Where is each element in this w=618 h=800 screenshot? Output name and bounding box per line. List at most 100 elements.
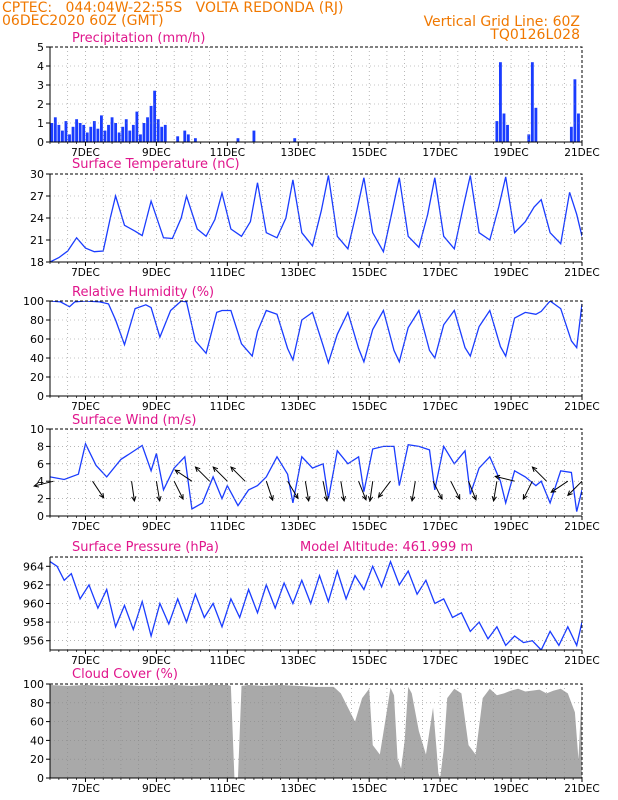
x-tick-label: 7DEC [71,267,100,279]
wind-arrow [550,480,569,493]
precip-bar [573,79,577,142]
x-tick-label: 17DEC [422,401,457,413]
wind-arrow-head [340,495,346,503]
wind-arrow [34,480,54,487]
wind-arrow-head [156,495,162,503]
x-tick-label: 21DEC [564,401,599,413]
precip-bar [110,117,114,142]
panel-title: Precipitation (mm/h) [72,31,205,46]
run-date-header: 06DEC2020 60Z (GMT) [2,13,164,29]
precip-bar [92,121,96,142]
precip-bar [495,121,499,142]
x-tick-label: 21DEC [564,147,599,159]
y-tick-label: 60 [30,333,44,346]
y-tick-label: 0 [37,136,44,149]
x-tick-label: 7DEC [71,783,100,795]
x-tick-label: 13DEC [281,401,316,413]
series-line [50,441,582,512]
x-tick-label: 11DEC [210,655,245,667]
x-tick-label: 13DEC [281,783,316,795]
x-tick-label: 7DEC [71,655,100,667]
x-tick-label: 11DEC [210,521,245,533]
y-tick-label: 40 [30,734,44,747]
wind-arrow [131,481,135,502]
precip-bar [252,130,256,142]
precip-bar [103,130,107,142]
precip-bar [60,130,64,142]
y-tick-label: 0 [37,390,44,403]
wind-arrow-head [367,496,374,503]
precip-bar [577,113,580,142]
wind-arrow-head [494,474,501,480]
wind-arrow-head [268,495,274,502]
wind-arrow [287,480,299,499]
precip-bar [139,134,142,142]
wind-arrow-head [99,492,105,499]
precip-bar [149,105,153,142]
panel-title: Relative Humidity (%) [72,285,214,300]
wind-arrow-head [178,494,184,501]
x-tick-label: 9DEC [142,783,171,795]
y-tick-label: 958 [23,616,44,629]
x-tick-label: 15DEC [351,783,386,795]
y-tick-label: 30 [30,168,44,181]
x-tick-label: 15DEC [351,401,386,413]
y-tick-label: 960 [23,598,44,611]
cloud-cover-area [50,684,582,778]
x-tick-label: 21DEC [564,655,599,667]
wind-arrow [92,480,105,499]
precip-bar [193,138,197,142]
x-tick-label: 21DEC [564,521,599,533]
x-tick-label: 11DEC [210,147,245,159]
panel-title: Surface Pressure (hPa) [72,540,219,555]
y-tick-label: 40 [30,352,44,365]
precip-bar [107,124,110,142]
precip-bar [100,115,103,142]
y-tick-label: 24 [30,212,44,225]
precip-bar [57,124,61,142]
precip-bar [163,124,167,142]
x-tick-label: 19DEC [493,655,528,667]
precip-bar [53,117,57,142]
x-tick-label: 19DEC [493,401,528,413]
wind-arrow-head [410,495,416,503]
x-tick-label: 9DEC [142,655,171,667]
precip-bar [78,123,82,142]
x-tick-label: 9DEC [142,267,171,279]
x-tick-label: 7DEC [71,147,100,159]
wind-arrow-head [567,490,573,497]
y-tick-label: 962 [23,579,44,592]
y-tick-label: 956 [23,635,44,648]
y-tick-label: 0 [37,772,44,785]
wind-arrow [411,481,416,502]
series-line [50,559,582,650]
precip-bar [121,126,125,142]
x-tick-label: 15DEC [351,655,386,667]
wind-arrow-head [471,494,477,501]
precip-bar [156,119,160,142]
precip-bar [236,138,240,142]
precip-bar [183,130,187,142]
wind-arrow [378,480,391,498]
wind-arrow [174,469,193,482]
wind-arrow-head [437,494,443,501]
wind-arrow-head [131,496,137,503]
wind-arrow [493,481,498,502]
wind-arrow [340,481,345,502]
wind-arrow-head [33,482,40,488]
y-tick-label: 80 [30,697,44,710]
y-tick-label: 27 [30,190,44,203]
y-tick-label: 3 [37,79,44,92]
precip-bar [96,128,100,142]
wind-arrow-head [230,466,236,472]
wind-arrow-head [550,487,557,493]
series-line [50,301,582,365]
y-tick-label: 2 [37,98,44,111]
panel-title: Surface Temperature (nC) [72,157,240,172]
precip-bar [135,111,139,142]
wind-arrow [230,466,246,482]
x-tick-label: 11DEC [210,267,245,279]
y-tick-label: 2 [37,493,44,506]
x-tick-label: 17DEC [422,267,457,279]
